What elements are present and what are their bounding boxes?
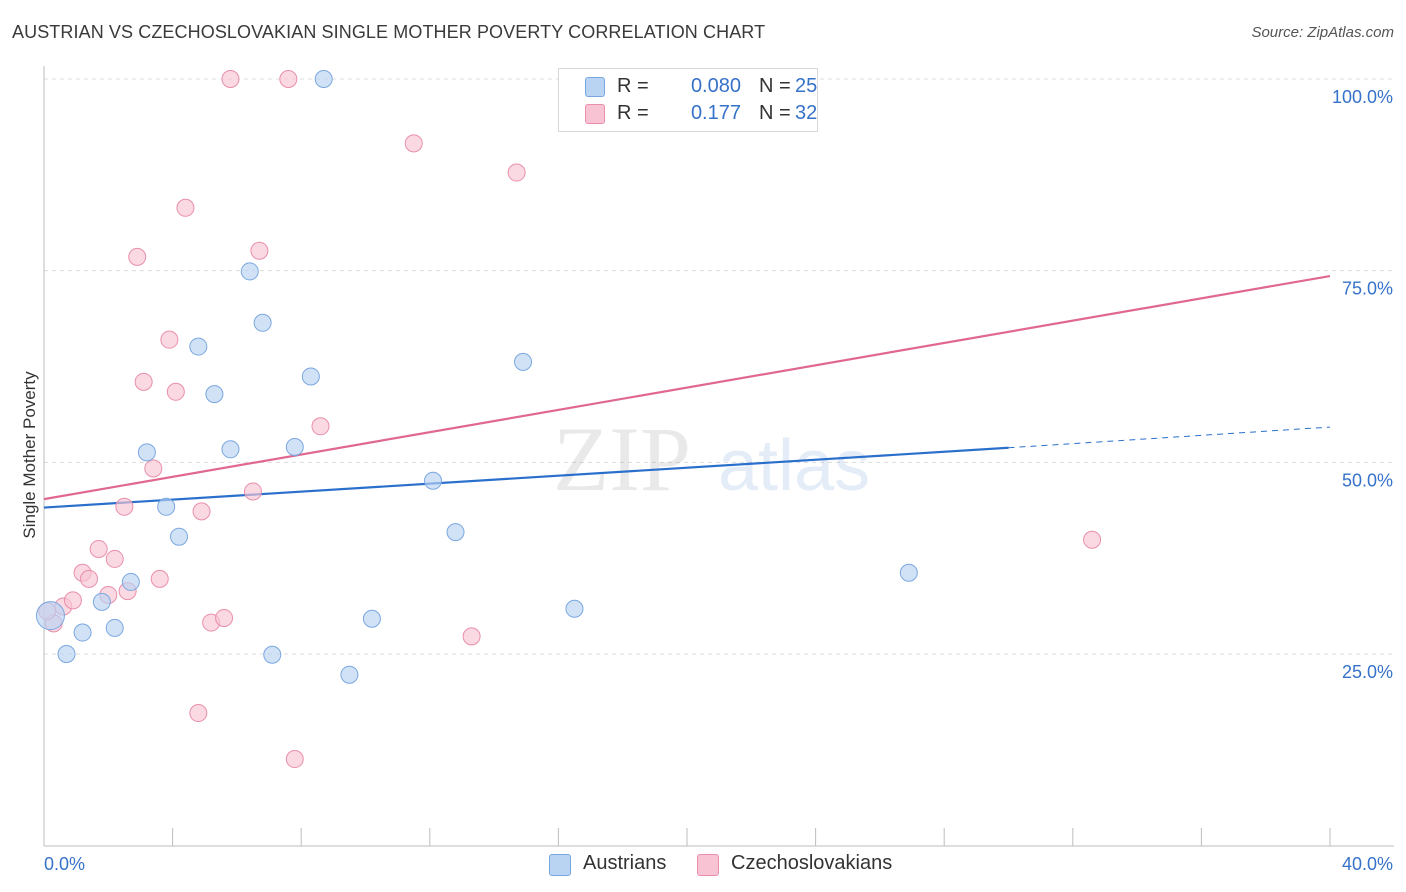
- legend-r-value: 0.177: [690, 102, 741, 124]
- czechoslovakians-legend-swatch: [697, 854, 719, 876]
- czechoslovakians-point: [250, 241, 269, 260]
- austrians-legend-swatch: [549, 854, 571, 876]
- austrians-point: [35, 601, 65, 631]
- czechoslovakians-point: [166, 382, 185, 401]
- chart-title: AUSTRIAN VS CZECHOSLOVAKIAN SINGLE MOTHE…: [12, 22, 766, 42]
- austrians-point: [73, 623, 92, 642]
- austrians-point: [221, 440, 240, 459]
- czechoslovakians-point: [404, 134, 423, 153]
- czechoslovakians-point: [176, 198, 195, 217]
- trend-lines: [43, 274, 1331, 509]
- austrians-point: [565, 599, 584, 618]
- data-points: [35, 70, 1102, 769]
- czechoslovakians-swatch: [585, 104, 605, 124]
- axes: [43, 66, 1394, 847]
- czechoslovakians-point: [105, 549, 124, 568]
- legend-n-value: 25: [795, 75, 818, 97]
- czechoslovakians-point: [144, 459, 163, 478]
- austrians-point: [189, 337, 208, 356]
- watermark: ZIP atlas: [553, 408, 870, 510]
- austrians-point: [137, 443, 156, 462]
- austrians-point: [57, 645, 76, 663]
- czechoslovakians-legend-label: Czechoslovakians: [731, 852, 893, 874]
- austrians-point: [340, 665, 359, 684]
- austrians-point: [285, 438, 304, 456]
- y-tick-label: 50.0%: [1342, 470, 1393, 490]
- austrians-point: [263, 645, 282, 664]
- legend-box: R = 0.080 N = 25 R = 0.177 N = 32: [558, 68, 818, 132]
- legend-n-label: N =: [759, 75, 791, 97]
- czechoslovakians-point: [80, 569, 99, 588]
- czechoslovakians-point: [507, 163, 526, 182]
- y-axis-label: Single Mother Poverty: [20, 371, 39, 539]
- austrians-swatch: [585, 77, 605, 97]
- austrians-point: [170, 527, 189, 546]
- austrians-point: [205, 385, 224, 404]
- watermark-atlas: atlas: [718, 426, 870, 506]
- y-tick-label: 25.0%: [1342, 662, 1393, 682]
- czechoslovakians-point: [221, 70, 240, 88]
- czechoslovakians-point: [462, 627, 481, 646]
- austrians-point: [314, 70, 333, 88]
- czechoslovakians-point: [1083, 530, 1102, 549]
- czechoslovakians-point: [189, 704, 208, 723]
- austrians-point: [121, 572, 140, 591]
- x-tick-label: 0.0%: [44, 854, 85, 874]
- czechoslovakians-point: [150, 569, 169, 588]
- czechoslovakians-point: [134, 372, 153, 391]
- grid-lines: [44, 78, 1394, 655]
- austrians-point: [301, 367, 320, 386]
- legend-n-value: 32: [795, 102, 818, 124]
- x-tick-label: 40.0%: [1342, 854, 1393, 874]
- austrians-legend-label: Austrians: [583, 852, 667, 874]
- legend-r-label: R =: [617, 102, 649, 124]
- czechoslovakians-point: [192, 502, 211, 521]
- austrians-point: [514, 352, 533, 371]
- legend-r-value: 0.080: [690, 75, 741, 97]
- watermark-zip: ZIP: [553, 408, 691, 510]
- austrians-point: [240, 262, 259, 281]
- czechoslovakians-point: [311, 417, 330, 436]
- legend-n-label: N =: [759, 102, 791, 124]
- austrians-point: [899, 563, 918, 582]
- austrians-point: [424, 471, 443, 490]
- y-tick-label: 100.0%: [1332, 87, 1393, 107]
- austrians-point: [446, 523, 465, 542]
- czechoslovakians-point: [215, 608, 234, 627]
- czechoslovakians-point: [285, 750, 304, 769]
- czechoslovakians-point: [115, 497, 134, 516]
- czechoslovakians-point: [63, 591, 82, 610]
- austrians-trend-extension: [1008, 426, 1331, 449]
- austrians-point: [157, 497, 176, 516]
- czechoslovakians-point: [160, 330, 179, 349]
- tick-labels: 25.0% 50.0% 75.0% 100.0% 0.0% 40.0%: [44, 87, 1393, 874]
- austrians-point: [253, 313, 272, 332]
- czechoslovakians-point: [89, 539, 108, 558]
- y-tick-label: 75.0%: [1342, 279, 1393, 299]
- czechoslovakians-point: [279, 70, 298, 88]
- austrians-point: [362, 609, 381, 628]
- czechoslovakians-point: [243, 482, 262, 501]
- source-label: Source: ZipAtlas.com: [1251, 24, 1394, 41]
- austrians-point: [105, 618, 124, 637]
- czechoslovakians-point: [128, 247, 147, 266]
- legend-r-label: R =: [617, 75, 649, 97]
- austrians-point: [92, 592, 111, 611]
- austrians-trend-line: [43, 446, 1009, 509]
- czechoslovakians-trend-line: [43, 274, 1331, 501]
